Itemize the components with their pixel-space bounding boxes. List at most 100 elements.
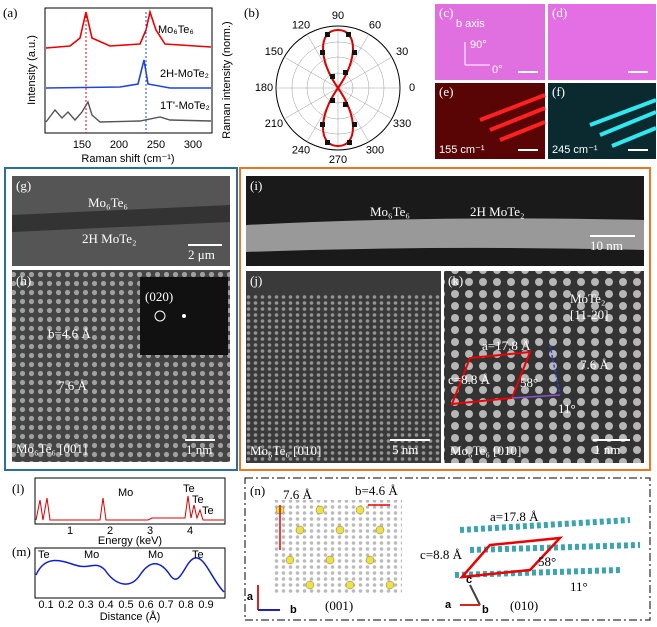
annotation: a=17.8 Å bbox=[482, 338, 531, 353]
x-label: Energy (keV) bbox=[98, 535, 162, 547]
lattice bbox=[246, 295, 441, 463]
annotation: Mo₆Te₆ bbox=[370, 204, 410, 219]
x-tick-label: 300 bbox=[184, 139, 202, 151]
panel-label: (a) bbox=[3, 5, 17, 20]
peak-label: Te bbox=[183, 483, 195, 495]
panel-optical: (c) b axis 90° 0° (d) (e) 155 cm⁻¹ (f) 2… bbox=[435, 4, 657, 159]
scale-label: 10 nm bbox=[590, 238, 623, 253]
frame bbox=[244, 477, 651, 621]
angle-label: 330 bbox=[393, 118, 411, 130]
axis-arrow bbox=[469, 584, 481, 606]
caption: Mo₆Te₆ [010] bbox=[450, 443, 521, 458]
peak-label: Mo bbox=[118, 487, 133, 499]
panel-m: (m) Te Mo Mo Te 0.1 0.2 0.3 0.4 0.5 0.6 … bbox=[12, 544, 226, 623]
angle-label: 240 bbox=[292, 144, 310, 156]
flake bbox=[246, 218, 644, 252]
panel-label: (b) bbox=[244, 5, 259, 20]
panel-label: (h) bbox=[16, 273, 31, 288]
panel-label: (m) bbox=[12, 544, 31, 559]
annotation: (020) bbox=[145, 289, 173, 304]
angle-label: 180 bbox=[255, 82, 273, 94]
x-tick-label: 150 bbox=[73, 139, 91, 151]
scale-label: 5 nm bbox=[392, 442, 418, 457]
trace-label: 1T'-MoTe₂ bbox=[160, 100, 210, 112]
frame bbox=[239, 167, 651, 471]
x-tick-label: 4 bbox=[187, 525, 193, 537]
x-tick-label: 2 bbox=[107, 525, 113, 537]
spot bbox=[182, 314, 186, 318]
y-label: Raman intensity (norm.) bbox=[221, 21, 233, 138]
angle-label: 90 bbox=[332, 10, 344, 22]
guide-line bbox=[549, 344, 561, 396]
x-tick-label: 0.6 bbox=[138, 599, 153, 611]
axis-label: b bbox=[482, 604, 489, 616]
x-tick-label: 0.9 bbox=[198, 599, 213, 611]
points bbox=[320, 32, 357, 145]
panel-label: (d) bbox=[552, 5, 567, 20]
panel-right-box: (i) Mo₆Te₆ 2H MoTe₂ 10 nm (j) Mo₆Te₆ [01… bbox=[239, 167, 651, 471]
peak-label: Mo bbox=[84, 549, 99, 561]
panel-a: (a) Intensity (a.u.) Mo₆Te₆ 2H-MoTe₂ 1T'… bbox=[3, 5, 213, 165]
axis-label: a bbox=[445, 599, 452, 611]
annotation: 7.6 Å bbox=[283, 487, 313, 502]
panel-label: (n) bbox=[250, 483, 265, 498]
panel-label: (g) bbox=[16, 178, 31, 193]
axis-label: a bbox=[247, 591, 254, 603]
angle-label: 210 bbox=[265, 118, 283, 130]
flake bbox=[479, 93, 546, 142]
x-tick-label: 0.1 bbox=[38, 599, 53, 611]
y-label: Intensity (a.u.) bbox=[26, 35, 38, 105]
guide-line bbox=[511, 394, 561, 399]
panel-label: (j) bbox=[250, 273, 262, 288]
image bbox=[548, 4, 656, 80]
angle-label: 30 bbox=[396, 46, 408, 58]
trace bbox=[45, 59, 211, 89]
panel-label: (i) bbox=[250, 178, 262, 193]
panel-label: (e) bbox=[439, 84, 453, 99]
angle-label: 300 bbox=[366, 144, 384, 156]
scale-label: 2 μm bbox=[188, 247, 215, 262]
lattice bbox=[444, 271, 644, 463]
panel-label: (k) bbox=[448, 273, 463, 288]
annotation: Mo₆Te₆ bbox=[88, 195, 128, 210]
annotation: b=4.6 Å bbox=[48, 326, 91, 341]
annotation: a=17.8 Å bbox=[490, 509, 539, 524]
axis-label: c bbox=[466, 574, 472, 586]
x-tick-label: 0.3 bbox=[78, 599, 93, 611]
panel-l: (l) Mo Te Te Te 1 2 3 4 Energy (keV) bbox=[12, 477, 226, 547]
peak-label: Te bbox=[192, 549, 204, 561]
frame bbox=[34, 547, 226, 599]
angle-label: 150 bbox=[265, 46, 283, 58]
flake bbox=[589, 98, 657, 148]
panel-label: (l) bbox=[12, 481, 24, 496]
x-tick-label: 0.5 bbox=[118, 599, 133, 611]
caption: (001) bbox=[325, 598, 353, 613]
trace-label: Mo₆Te₆ bbox=[158, 24, 194, 36]
trace-label: 2H-MoTe₂ bbox=[160, 68, 209, 80]
x-tick-label: 0.4 bbox=[98, 599, 113, 611]
peak-label: Te bbox=[202, 505, 214, 517]
panel-label: (c) bbox=[439, 5, 453, 20]
angle-label: 120 bbox=[292, 20, 310, 32]
image bbox=[435, 83, 545, 159]
caption: Mo₆Te₆ [001] bbox=[16, 441, 87, 456]
annotation: 11° bbox=[558, 401, 576, 416]
spot-marker bbox=[154, 310, 166, 322]
angle-label: 0 bbox=[409, 82, 415, 94]
annotation: b=4.6 Å bbox=[355, 483, 398, 498]
annotation: [11-20] bbox=[570, 307, 609, 322]
annotation: 0° bbox=[492, 64, 503, 76]
image bbox=[435, 4, 545, 80]
trace bbox=[45, 100, 212, 123]
annotation: b axis bbox=[456, 18, 485, 30]
x-tick-label: 0.7 bbox=[158, 599, 173, 611]
panel-b: (b) Raman intensity (norm.) bbox=[221, 5, 401, 151]
trace bbox=[45, 9, 212, 49]
x-tick-label: 1 bbox=[67, 525, 73, 537]
atoms bbox=[275, 505, 395, 590]
peak-label: Mo bbox=[148, 549, 163, 561]
scale-label: 1 nm bbox=[594, 442, 620, 457]
caption: 245 cm⁻¹ bbox=[552, 144, 598, 156]
